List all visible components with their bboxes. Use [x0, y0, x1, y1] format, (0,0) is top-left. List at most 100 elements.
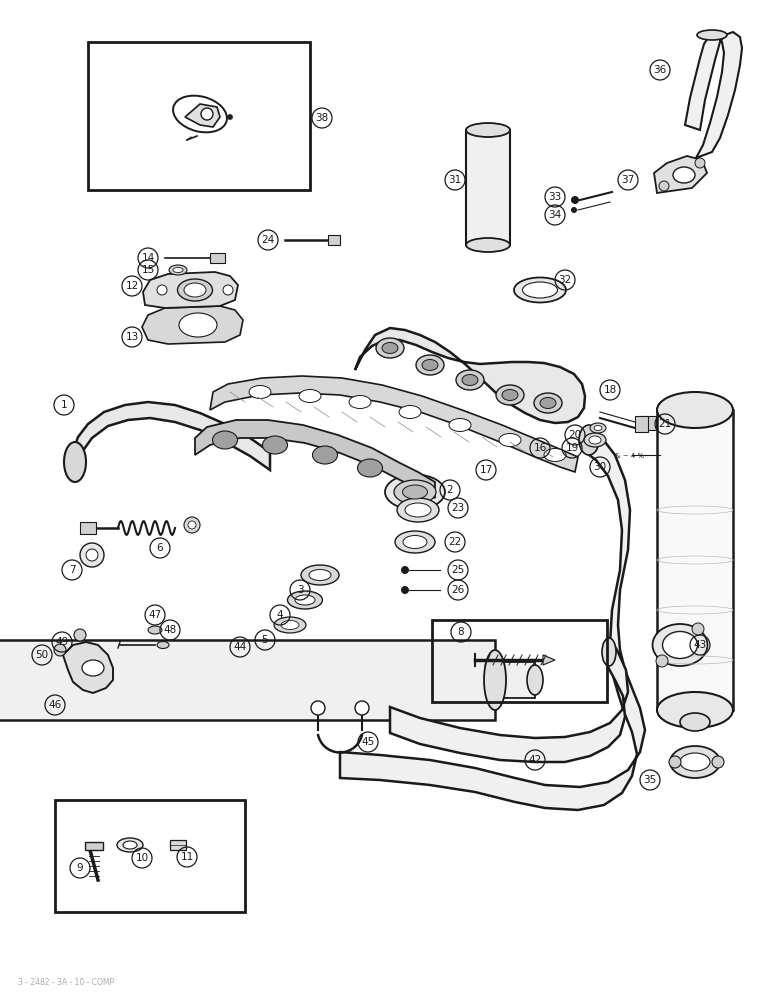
- Circle shape: [659, 181, 669, 191]
- Ellipse shape: [590, 423, 606, 433]
- Text: 36: 36: [653, 65, 667, 75]
- Circle shape: [184, 517, 200, 533]
- Text: 2: 2: [447, 485, 453, 495]
- Text: 24: 24: [262, 235, 275, 245]
- Text: 47: 47: [148, 610, 161, 620]
- Ellipse shape: [579, 425, 599, 455]
- Circle shape: [74, 629, 86, 641]
- Circle shape: [571, 196, 579, 204]
- Text: 50: 50: [36, 650, 49, 660]
- Ellipse shape: [397, 498, 439, 522]
- Ellipse shape: [502, 389, 518, 400]
- Ellipse shape: [499, 434, 521, 446]
- Text: 13: 13: [125, 332, 139, 342]
- Circle shape: [571, 207, 577, 213]
- Ellipse shape: [262, 436, 287, 454]
- Ellipse shape: [416, 355, 444, 375]
- Text: 44: 44: [233, 642, 246, 652]
- Text: 49: 49: [56, 637, 69, 647]
- Text: 17: 17: [479, 465, 493, 475]
- Ellipse shape: [399, 406, 421, 418]
- Ellipse shape: [602, 638, 616, 666]
- Ellipse shape: [422, 360, 438, 370]
- Bar: [495, 662, 535, 698]
- Circle shape: [188, 521, 196, 529]
- Bar: [0, 640, 495, 720]
- Polygon shape: [63, 642, 113, 693]
- Text: 43: 43: [693, 640, 706, 650]
- Polygon shape: [185, 104, 220, 127]
- Ellipse shape: [670, 746, 720, 778]
- Ellipse shape: [484, 650, 506, 710]
- Circle shape: [355, 701, 369, 715]
- Text: 12: 12: [125, 281, 139, 291]
- Text: 23: 23: [452, 503, 465, 513]
- Ellipse shape: [385, 475, 445, 510]
- Ellipse shape: [657, 692, 733, 728]
- Ellipse shape: [274, 617, 306, 633]
- Text: 7: 7: [69, 565, 76, 575]
- Ellipse shape: [680, 713, 710, 731]
- Text: 25: 25: [452, 565, 465, 575]
- Ellipse shape: [657, 392, 733, 428]
- Circle shape: [201, 108, 213, 120]
- Text: 20: 20: [568, 430, 581, 440]
- Text: 18: 18: [604, 385, 617, 395]
- Circle shape: [656, 655, 668, 667]
- Polygon shape: [355, 328, 585, 423]
- Text: 21: 21: [659, 419, 672, 429]
- Ellipse shape: [184, 283, 206, 297]
- Ellipse shape: [523, 282, 557, 298]
- Ellipse shape: [212, 431, 238, 449]
- Ellipse shape: [295, 595, 315, 605]
- Text: 3 - 2482 - 3A - 10 - COMP: 3 - 2482 - 3A - 10 - COMP: [18, 978, 114, 987]
- Ellipse shape: [157, 642, 169, 648]
- Ellipse shape: [402, 485, 428, 499]
- Circle shape: [157, 285, 167, 295]
- Text: 42: 42: [528, 755, 542, 765]
- Circle shape: [311, 701, 325, 715]
- Text: 8: 8: [458, 627, 464, 637]
- Ellipse shape: [178, 279, 212, 301]
- Ellipse shape: [301, 565, 339, 585]
- Ellipse shape: [357, 459, 382, 477]
- Text: 26: 26: [452, 585, 465, 595]
- Text: 32: 32: [558, 275, 571, 285]
- Ellipse shape: [179, 313, 217, 337]
- Polygon shape: [390, 638, 628, 762]
- Ellipse shape: [249, 385, 271, 398]
- Text: 4: 4: [276, 610, 283, 620]
- Circle shape: [695, 158, 705, 168]
- Ellipse shape: [462, 374, 478, 385]
- Ellipse shape: [594, 426, 602, 430]
- Polygon shape: [210, 253, 225, 263]
- Ellipse shape: [662, 632, 697, 658]
- Ellipse shape: [584, 433, 606, 447]
- Text: 46: 46: [49, 700, 62, 710]
- Ellipse shape: [514, 277, 566, 302]
- Polygon shape: [685, 32, 742, 158]
- Ellipse shape: [64, 442, 86, 482]
- Polygon shape: [635, 416, 648, 432]
- Circle shape: [223, 285, 233, 295]
- Text: 37: 37: [621, 175, 635, 185]
- Ellipse shape: [394, 480, 436, 504]
- Polygon shape: [210, 376, 578, 472]
- Polygon shape: [72, 402, 270, 470]
- Ellipse shape: [148, 626, 162, 634]
- Text: 14: 14: [141, 253, 154, 263]
- Ellipse shape: [449, 418, 471, 432]
- Ellipse shape: [544, 448, 566, 462]
- Ellipse shape: [534, 393, 562, 413]
- Ellipse shape: [309, 570, 331, 580]
- Polygon shape: [143, 272, 238, 308]
- Text: 30: 30: [594, 462, 607, 472]
- Circle shape: [401, 566, 409, 574]
- Ellipse shape: [652, 624, 707, 666]
- Ellipse shape: [376, 338, 404, 358]
- Ellipse shape: [281, 620, 299, 630]
- Polygon shape: [195, 420, 435, 498]
- Text: 33: 33: [548, 192, 561, 202]
- Bar: [466, 130, 510, 245]
- Ellipse shape: [466, 123, 510, 137]
